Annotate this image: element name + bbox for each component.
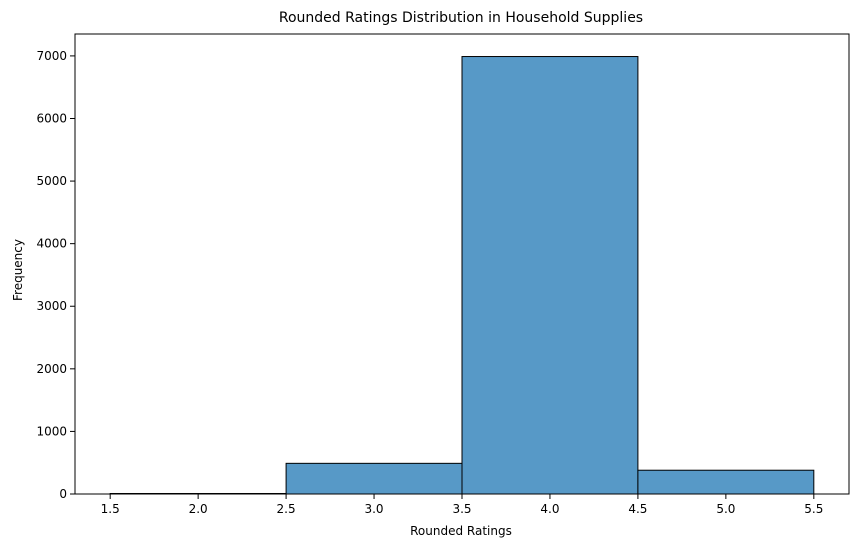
chart-title: Rounded Ratings Distribution in Househol…: [279, 10, 643, 26]
y-tick-label: 3000: [36, 299, 67, 313]
y-tick-label: 5000: [36, 174, 67, 188]
x-axis-label: Rounded Ratings: [410, 524, 512, 538]
y-tick-label: 2000: [36, 362, 67, 376]
x-tick-label: 3.0: [364, 502, 383, 516]
x-tick-label: 4.0: [540, 502, 559, 516]
y-axis-ticks: 0 1000 2000 3000 4000 5000 6000 7000: [36, 49, 75, 501]
y-axis-label: Frequency: [11, 239, 25, 301]
bars-group: [109, 56, 815, 495]
x-tick-label: 5.5: [804, 502, 823, 516]
x-tick-label: 2.5: [277, 502, 296, 516]
plot-frame: [74, 33, 850, 495]
histogram-bar-1: [285, 462, 463, 495]
y-tick-label: 7000: [36, 49, 67, 63]
y-tick-label: 4000: [36, 237, 67, 251]
y-tick-label: 6000: [36, 111, 67, 125]
x-tick-label: 5.0: [716, 502, 735, 516]
x-tick-label: 1.5: [101, 502, 120, 516]
histogram-bar-2: [461, 56, 639, 495]
x-tick-label: 2.0: [189, 502, 208, 516]
y-tick-label: 0: [59, 487, 67, 501]
x-axis-ticks: 1.5 2.0 2.5 3.0 3.5 4.0 4.5 5.0 5.5: [101, 494, 823, 516]
x-tick-label: 4.5: [628, 502, 647, 516]
y-tick-label: 1000: [36, 424, 67, 438]
histogram-bar-3: [637, 469, 815, 495]
x-tick-label: 3.5: [452, 502, 471, 516]
